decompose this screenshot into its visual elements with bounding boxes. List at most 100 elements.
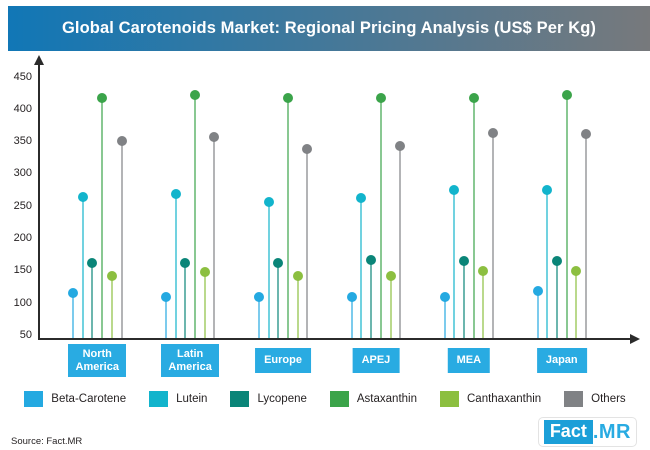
stem-canthaxanthin — [482, 271, 485, 339]
stem-astaxanthin — [565, 95, 568, 339]
stem-others — [492, 132, 495, 339]
region-label-japan: Japan — [536, 348, 587, 373]
factmr-logo: Fact .MR — [537, 417, 637, 447]
dot-astaxanthin — [468, 92, 479, 103]
legend-swatch-icon — [230, 391, 250, 407]
dot-beta-carotene — [346, 292, 357, 303]
legend-swatch-icon — [440, 391, 459, 407]
legend-item-astaxanthin: Astaxanthin — [329, 391, 417, 407]
region-label-mea: MEA — [447, 348, 491, 373]
source-note: Source: Fact.MR — [11, 436, 83, 447]
logo-mr-text: .MR — [592, 420, 631, 443]
dot-lutein — [263, 196, 274, 207]
y-tick-label: 150 — [13, 264, 32, 277]
stem-lutein — [267, 201, 270, 339]
legend-label: Lycopene — [257, 393, 307, 405]
stem-lutein — [81, 196, 84, 339]
dot-lutein — [449, 185, 460, 196]
stem-lycopene — [463, 261, 465, 339]
y-axis-arrow-icon — [33, 55, 44, 65]
legend-swatch-icon — [564, 391, 584, 407]
stem-canthaxanthin — [575, 271, 578, 339]
dot-lycopene — [273, 258, 284, 269]
legend-item-lycopene: Lycopene — [230, 391, 307, 407]
chart-title: Global Carotenoids Market: Regional Pric… — [62, 19, 596, 37]
y-tick-label: 400 — [13, 102, 32, 115]
stem-others — [213, 137, 216, 339]
dot-astaxanthin — [375, 92, 386, 103]
dot-canthaxanthin — [571, 266, 582, 277]
stem-canthaxanthin — [296, 275, 299, 339]
stem-canthaxanthin — [203, 272, 206, 339]
region-label-apej: APEJ — [352, 348, 400, 373]
legend-swatch-icon — [329, 391, 349, 407]
stem-astaxanthin — [472, 97, 475, 339]
stem-canthaxanthin — [389, 275, 392, 339]
stem-others — [306, 148, 309, 339]
y-tick-label: 450 — [13, 70, 32, 83]
stem-beta-carotene — [536, 290, 539, 339]
dot-astaxanthin — [282, 92, 293, 103]
logo-fact-box: Fact — [543, 420, 593, 444]
dot-beta-carotene — [439, 292, 450, 303]
stem-beta-carotene — [72, 292, 74, 339]
dot-lutein — [356, 193, 367, 204]
dot-others — [395, 140, 406, 151]
y-axis-line — [38, 64, 40, 339]
y-tick-label: 250 — [13, 199, 32, 212]
stem-lutein — [174, 193, 177, 339]
stem-lutein — [453, 190, 456, 339]
legend-item-beta-carotene: Beta-Carotene — [24, 391, 126, 407]
dot-others — [116, 136, 127, 146]
legend-label: Astaxanthin — [356, 393, 417, 405]
stem-others — [585, 133, 587, 339]
legend-label: Beta-Carotene — [51, 393, 127, 405]
dot-lycopene — [551, 256, 562, 267]
y-tick-label: 50 — [19, 328, 32, 341]
region-label-latin-america: Latin America — [161, 344, 220, 377]
dot-beta-carotene — [68, 287, 78, 298]
stem-lycopene — [370, 260, 373, 339]
y-tick-label: 300 — [13, 167, 32, 180]
y-tick-label: 200 — [13, 232, 32, 245]
dot-lycopene — [459, 256, 469, 267]
x-axis-line — [38, 337, 632, 340]
region-label-europe: Europe — [255, 348, 311, 373]
stem-astaxanthin — [379, 97, 382, 339]
dot-canthaxanthin — [106, 270, 117, 281]
dot-beta-carotene — [532, 285, 543, 296]
dot-lycopene — [366, 255, 377, 266]
stem-lutein — [360, 198, 363, 339]
dot-canthaxanthin — [292, 270, 303, 281]
dot-lutein — [542, 185, 553, 196]
dot-beta-carotene — [160, 292, 171, 303]
stem-beta-carotene — [164, 297, 167, 339]
y-tick-label: 350 — [13, 135, 32, 148]
legend-label: Lutein — [176, 393, 208, 405]
region-label-north-america: North America — [68, 344, 127, 377]
stem-astaxanthin — [194, 95, 196, 339]
dot-canthaxanthin — [199, 267, 210, 278]
legend-item-lutein: Lutein — [149, 391, 207, 407]
legend-item-canthaxanthin: Canthaxanthin — [440, 391, 541, 407]
dot-astaxanthin — [190, 90, 200, 101]
stem-lycopene — [91, 263, 94, 339]
stem-lycopene — [184, 263, 187, 339]
legend-label: Others — [591, 393, 626, 405]
dot-others — [488, 127, 499, 138]
legend-swatch-icon — [24, 391, 44, 407]
stem-others — [120, 141, 123, 339]
y-tick-label: 100 — [13, 296, 32, 309]
stem-lutein — [546, 190, 549, 339]
stem-beta-carotene — [443, 297, 446, 339]
stem-beta-carotene — [257, 297, 260, 339]
stem-astaxanthin — [286, 97, 289, 339]
dot-others — [209, 132, 220, 143]
stem-lycopene — [555, 261, 558, 339]
title-banner: Global Carotenoids Market: Regional Pric… — [8, 6, 650, 51]
stem-astaxanthin — [101, 97, 104, 339]
dot-lycopene — [180, 258, 191, 269]
dot-others — [581, 128, 591, 139]
stem-beta-carotene — [350, 297, 353, 339]
dot-lutein — [77, 191, 88, 202]
